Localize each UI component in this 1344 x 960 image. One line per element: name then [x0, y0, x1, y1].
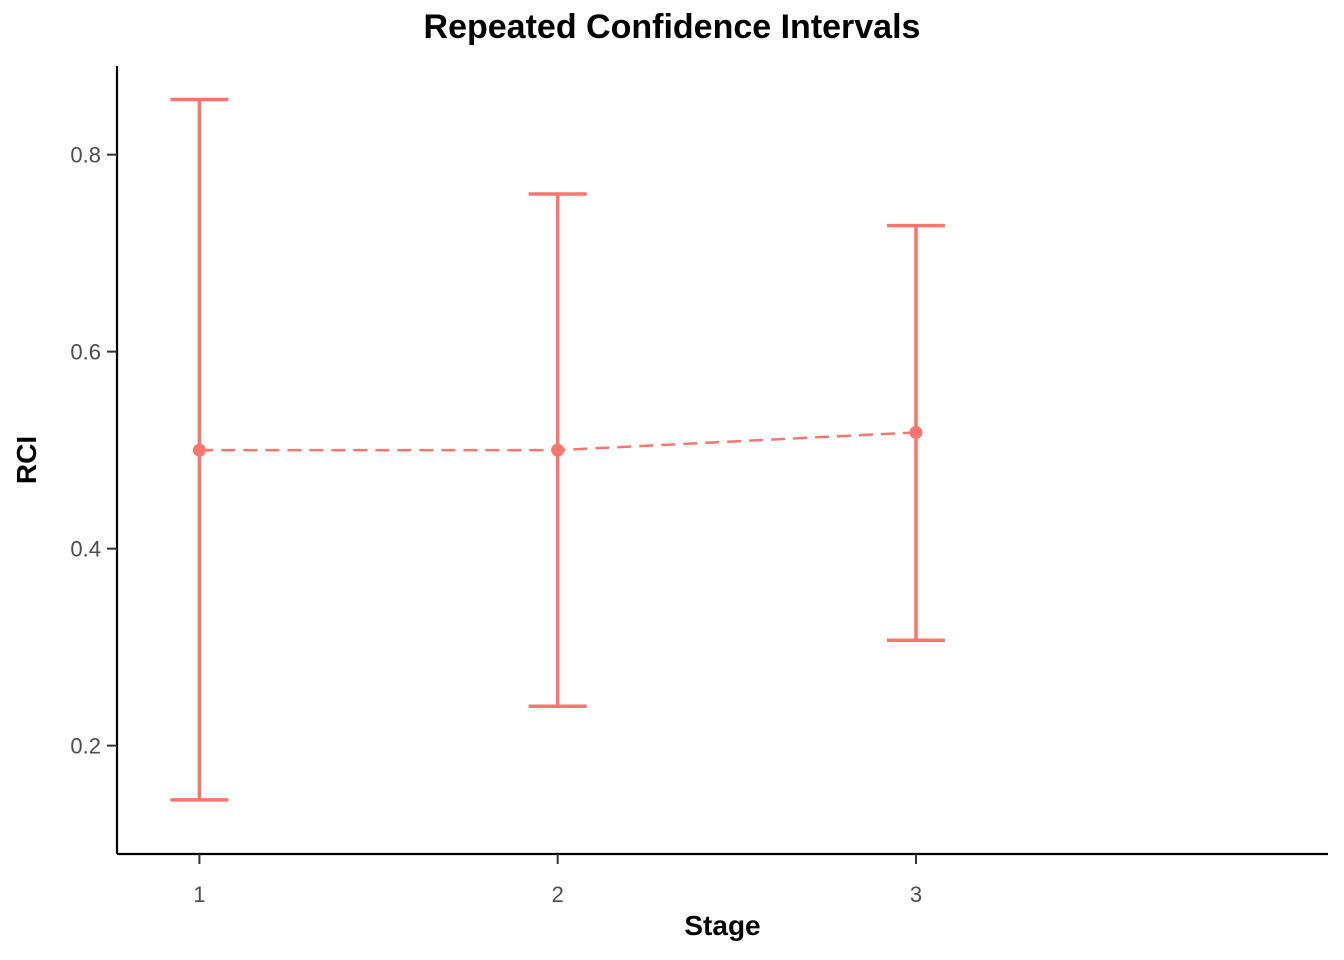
estimate-point — [551, 443, 565, 457]
estimate-point — [909, 425, 923, 439]
estimate-point — [192, 443, 206, 457]
y-tick-label: 0.8 — [70, 143, 101, 168]
y-tick-label: 0.2 — [70, 734, 101, 759]
y-tick-label: 0.4 — [70, 537, 101, 562]
x-axis-label: Stage — [684, 910, 761, 941]
x-tick-label: 2 — [552, 882, 564, 907]
y-tick-label: 0.6 — [70, 340, 101, 365]
chart-title: Repeated Confidence Intervals — [423, 8, 921, 46]
y-axis-label: RCI — [11, 435, 42, 485]
x-tick-label: 3 — [910, 882, 922, 907]
x-tick-label: 1 — [193, 882, 205, 907]
